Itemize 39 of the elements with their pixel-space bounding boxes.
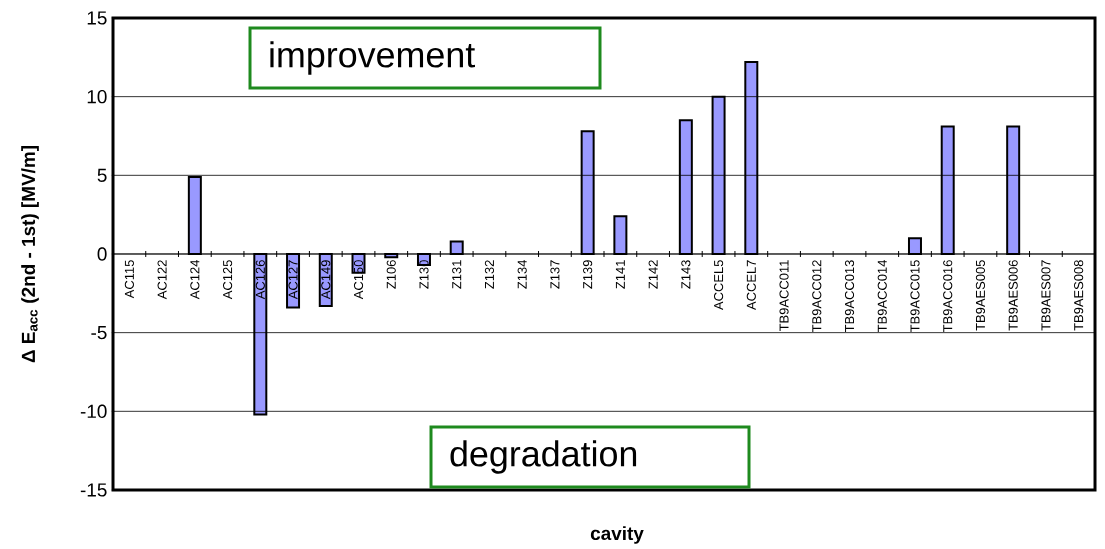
y-tick-label: -15 <box>80 483 107 497</box>
x-tick-label: TB9ACC012 <box>812 260 822 333</box>
x-tick-label: ACCEL7 <box>746 260 756 310</box>
x-tick-label: AC126 <box>255 260 265 300</box>
x-tick-label: AC127 <box>288 260 298 300</box>
x-tick-label: Z106 <box>386 260 396 289</box>
x-tick-label: TB9AES008 <box>1074 260 1084 331</box>
x-tick-label: TB9AES007 <box>1041 260 1051 331</box>
y-tick-label: 5 <box>97 168 107 182</box>
y-tick-label: -5 <box>91 326 107 340</box>
x-axis-title: cavity <box>590 526 644 544</box>
x-tick-label: TB9AES006 <box>1008 260 1018 331</box>
y-tick-label: -10 <box>80 404 107 419</box>
x-tick-label: Z143 <box>681 260 691 289</box>
x-tick-label: Z131 <box>452 260 462 289</box>
x-tick-label: AC125 <box>222 260 233 300</box>
x-tick-label: TB9ACC015 <box>910 260 920 333</box>
x-tick-label: Z132 <box>484 260 495 289</box>
x-tick-label: Z134 <box>517 260 527 289</box>
x-tick-label: Z139 <box>583 260 593 289</box>
x-tick-label: TB9ACC013 <box>844 260 855 333</box>
x-tick-label: Z142 <box>648 260 658 289</box>
x-tick-label: ACCEL5 <box>713 260 724 310</box>
annotation: degradation <box>450 440 637 474</box>
x-tick-label: TB9AES005 <box>975 260 986 331</box>
x-tick-label: Z141 <box>615 260 625 289</box>
y-tick-label: 10 <box>87 89 107 104</box>
x-tick-label: AC122 <box>157 260 167 300</box>
x-tick-label: AC124 <box>190 260 200 300</box>
annotation: improvement <box>270 41 475 75</box>
x-tick-label: TB9ACC014 <box>877 260 887 333</box>
y-axis-title: Δ E$_{acc}$ (2nd - 1st) [MV/m] <box>21 146 39 363</box>
x-tick-label: TB9ACC016 <box>943 260 953 333</box>
x-tick-label: Z137 <box>550 260 560 289</box>
x-tick-label: TB9ACC011 <box>779 260 789 332</box>
y-tick-label: 0 <box>97 247 107 261</box>
x-tick-label: AC149 <box>321 260 331 300</box>
y-tick-label: 15 <box>87 11 107 25</box>
x-tick-label: AC115 <box>124 260 134 299</box>
